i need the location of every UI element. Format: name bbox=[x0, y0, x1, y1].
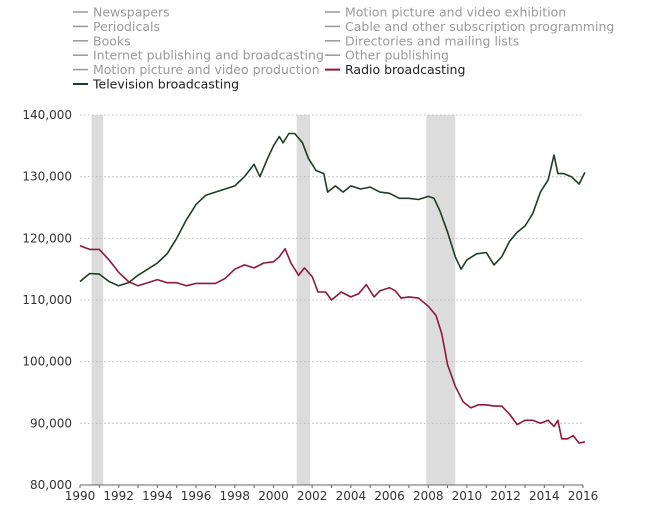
legend-item[interactable]: Other publishing bbox=[325, 48, 449, 63]
recession-band bbox=[296, 115, 311, 485]
legend-item[interactable]: Cable and other subscription programming bbox=[325, 19, 614, 34]
y-tick-label: 110,000 bbox=[22, 293, 72, 307]
legend-label: Internet publishing and broadcasting bbox=[93, 48, 324, 63]
x-tick-label: 1990 bbox=[65, 489, 96, 503]
legend-label: Newspapers bbox=[93, 5, 170, 20]
legend-item[interactable]: Radio broadcasting bbox=[325, 62, 465, 77]
x-tick-label: 1994 bbox=[142, 489, 173, 503]
series-lines bbox=[79, 132, 586, 444]
legend-item[interactable]: Television broadcasting bbox=[73, 77, 239, 92]
legend-label: Periodicals bbox=[93, 19, 160, 34]
x-tick-label: 1996 bbox=[181, 489, 212, 503]
y-axis-ticks: 80,000 90,000 100,000 110,000 120,000 130,000… bbox=[22, 108, 72, 492]
legend-label: Other publishing bbox=[345, 48, 449, 63]
x-tick-label: 2004 bbox=[336, 489, 367, 503]
legend-label: Radio broadcasting bbox=[345, 62, 465, 77]
legend: Newspapers Motion picture and video exhib… bbox=[73, 5, 614, 92]
legend-item[interactable]: Motion picture and video production bbox=[73, 62, 320, 77]
x-tick-label: 2008 bbox=[413, 489, 444, 503]
y-tick-label: 80,000 bbox=[30, 478, 72, 492]
legend-item[interactable]: Newspapers bbox=[73, 5, 170, 20]
y-tick-label: 140,000 bbox=[22, 108, 72, 122]
x-tick-label: 2016 bbox=[568, 489, 599, 503]
legend-label: Television broadcasting bbox=[92, 77, 239, 92]
x-tick-label: 2012 bbox=[490, 489, 521, 503]
legend-item[interactable]: Motion picture and video exhibition bbox=[325, 5, 566, 20]
y-tick-label: 130,000 bbox=[22, 170, 72, 184]
x-tick-label: 2002 bbox=[297, 489, 328, 503]
series-line-television-broadcasting bbox=[79, 132, 586, 287]
legend-label: Cable and other subscription programming bbox=[345, 19, 614, 34]
legend-label: Motion picture and video exhibition bbox=[345, 5, 566, 20]
legend-label: Directories and mailing lists bbox=[345, 33, 519, 48]
legend-item[interactable]: Directories and mailing lists bbox=[325, 33, 519, 48]
x-tick-label: 2010 bbox=[452, 489, 483, 503]
legend-item[interactable]: Periodicals bbox=[73, 19, 160, 34]
y-tick-label: 120,000 bbox=[22, 231, 72, 245]
x-tick-label: 2006 bbox=[374, 489, 405, 503]
x-tick-label: 1998 bbox=[219, 489, 250, 503]
legend-label: Motion picture and video production bbox=[93, 62, 320, 77]
x-tick-label: 2014 bbox=[529, 489, 560, 503]
legend-item[interactable]: Books bbox=[73, 33, 131, 48]
grid-lines bbox=[80, 114, 583, 424]
y-tick-label: 90,000 bbox=[30, 416, 72, 430]
x-tick-label: 2000 bbox=[258, 489, 289, 503]
series-line-radio-broadcasting bbox=[79, 244, 586, 444]
x-axis: 1990 1992 1994 1996 1998 2000 2002 2004 2006 2008… bbox=[65, 484, 599, 503]
x-tick-label: 1992 bbox=[103, 489, 134, 503]
legend-label: Books bbox=[93, 33, 131, 48]
legend-item[interactable]: Internet publishing and broadcasting bbox=[73, 48, 324, 63]
y-tick-label: 100,000 bbox=[22, 355, 72, 369]
